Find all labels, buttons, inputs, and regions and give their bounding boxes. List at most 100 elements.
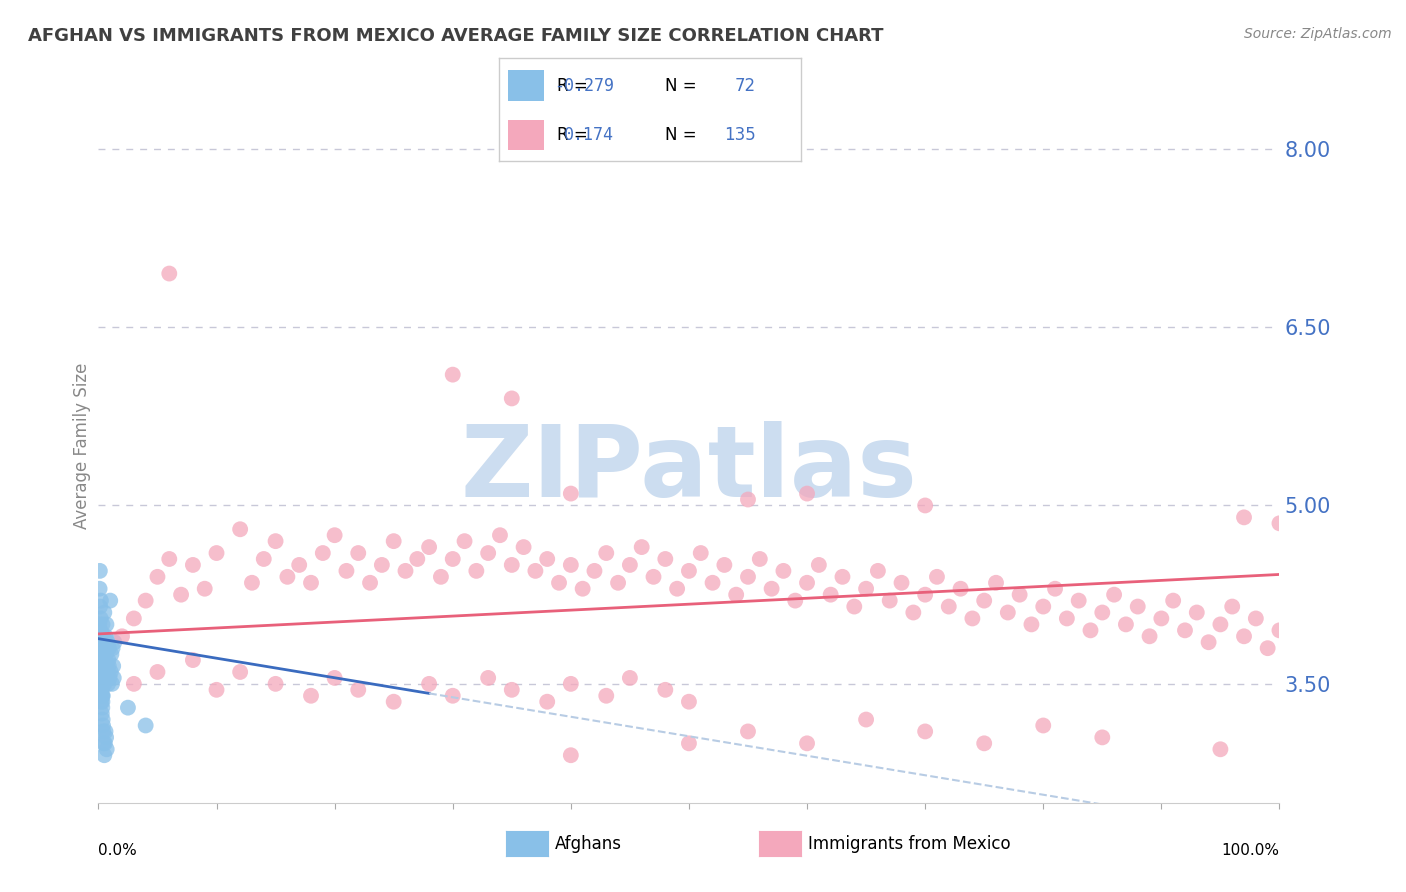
Point xyxy=(406,552,429,566)
Text: Source: ZipAtlas.com: Source: ZipAtlas.com xyxy=(1244,27,1392,41)
Point xyxy=(89,629,111,643)
Point xyxy=(1174,624,1197,638)
Point xyxy=(1102,588,1125,602)
Text: 135: 135 xyxy=(724,126,756,144)
Point xyxy=(276,570,298,584)
Text: 0.174: 0.174 xyxy=(564,126,614,144)
Point xyxy=(264,677,287,691)
Point xyxy=(1185,606,1208,620)
Point xyxy=(1150,611,1173,625)
Point xyxy=(335,564,357,578)
Point xyxy=(666,582,689,596)
Point xyxy=(98,641,121,656)
Point xyxy=(489,528,512,542)
Point xyxy=(855,582,877,596)
Point xyxy=(90,677,112,691)
Point xyxy=(299,689,322,703)
Point xyxy=(100,665,122,679)
Point xyxy=(1067,593,1090,607)
Point xyxy=(91,724,114,739)
Point xyxy=(1091,606,1114,620)
Point xyxy=(98,593,121,607)
Text: -0.279: -0.279 xyxy=(554,77,614,95)
Y-axis label: Average Family Size: Average Family Size xyxy=(73,363,91,529)
Point xyxy=(678,736,700,750)
Point xyxy=(89,582,111,596)
Point xyxy=(90,682,112,697)
Point xyxy=(90,611,112,625)
Point xyxy=(571,582,593,596)
Point xyxy=(713,558,735,572)
Point xyxy=(1032,718,1054,732)
Point xyxy=(1209,617,1232,632)
Point xyxy=(654,552,676,566)
Point xyxy=(1220,599,1243,614)
Text: AFGHAN VS IMMIGRANTS FROM MEXICO AVERAGE FAMILY SIZE CORRELATION CHART: AFGHAN VS IMMIGRANTS FROM MEXICO AVERAGE… xyxy=(28,27,883,45)
Point xyxy=(382,695,405,709)
Point xyxy=(1198,635,1220,649)
Point xyxy=(89,671,111,685)
Point xyxy=(925,570,948,584)
Point xyxy=(548,575,571,590)
Point xyxy=(97,665,120,679)
Point xyxy=(678,564,700,578)
Point xyxy=(1056,611,1078,625)
Point xyxy=(866,564,889,578)
Point xyxy=(524,564,547,578)
Point xyxy=(90,665,112,679)
Point xyxy=(737,570,759,584)
Text: Immigrants from Mexico: Immigrants from Mexico xyxy=(808,835,1011,853)
Point xyxy=(748,552,770,566)
Point xyxy=(844,599,866,614)
Point xyxy=(100,647,122,661)
Text: R =: R = xyxy=(557,126,588,144)
Point xyxy=(430,570,453,584)
Point xyxy=(737,724,759,739)
Point xyxy=(560,677,582,691)
Point xyxy=(93,629,115,643)
Text: 0.0%: 0.0% xyxy=(98,843,138,858)
Point xyxy=(441,368,464,382)
Point xyxy=(1126,599,1149,614)
Point xyxy=(103,659,125,673)
Point xyxy=(382,534,405,549)
Point xyxy=(90,682,112,697)
Point xyxy=(1139,629,1161,643)
Point xyxy=(96,641,118,656)
Point xyxy=(94,731,117,745)
Point xyxy=(90,695,112,709)
Point xyxy=(240,575,263,590)
Point xyxy=(796,736,818,750)
Point xyxy=(962,611,984,625)
Text: N =: N = xyxy=(665,77,697,95)
Point xyxy=(91,689,114,703)
Point xyxy=(89,653,111,667)
Point xyxy=(560,748,582,763)
Point xyxy=(761,582,783,596)
Point xyxy=(312,546,335,560)
Point xyxy=(170,588,193,602)
Point xyxy=(1080,624,1102,638)
Point xyxy=(135,718,157,732)
Point xyxy=(477,671,499,685)
Point xyxy=(93,641,115,656)
Point xyxy=(229,665,252,679)
Point xyxy=(536,552,558,566)
Point xyxy=(94,665,117,679)
Point xyxy=(122,611,145,625)
Bar xyxy=(508,120,544,150)
Point xyxy=(1244,611,1267,625)
Point xyxy=(1233,510,1256,524)
Point xyxy=(90,677,112,691)
Point xyxy=(1032,599,1054,614)
Point xyxy=(89,617,111,632)
Point xyxy=(97,659,120,673)
Bar xyxy=(508,70,544,101)
Point xyxy=(93,606,115,620)
Point xyxy=(619,671,641,685)
Point xyxy=(94,724,117,739)
Point xyxy=(117,700,139,714)
Point xyxy=(90,682,112,697)
Point xyxy=(1268,516,1291,531)
Point xyxy=(96,742,118,756)
